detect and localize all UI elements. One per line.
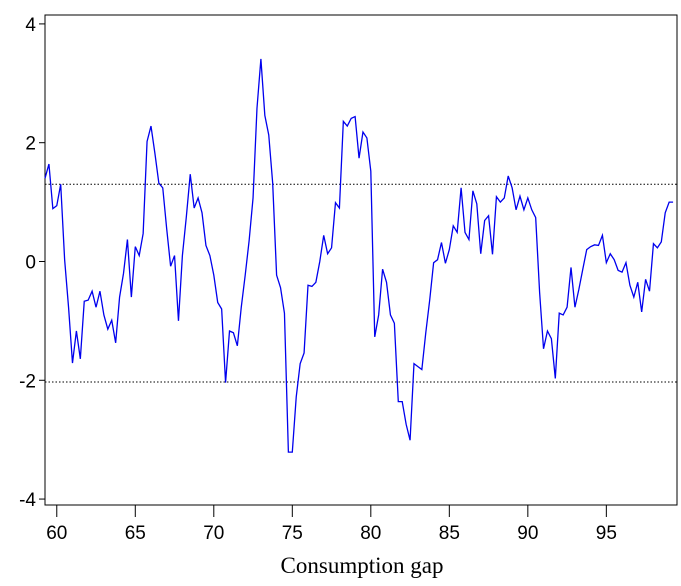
y-tick-label: -2 <box>19 371 36 392</box>
x-tick-label: 60 <box>46 523 67 544</box>
x-tick-label: 80 <box>360 523 381 544</box>
x-tick-label: 65 <box>125 523 146 544</box>
x-tick-label: 90 <box>517 523 538 544</box>
x-tick-label: 70 <box>203 523 224 544</box>
plot-frame <box>44 14 678 506</box>
y-tick-label: 0 <box>25 252 36 273</box>
x-tick-label: 95 <box>596 523 617 544</box>
x-tick-label: 75 <box>282 523 303 544</box>
y-tick-label: -4 <box>19 490 36 511</box>
data-line <box>44 58 674 453</box>
x-axis-label: Consumption gap <box>281 553 444 578</box>
y-tick-label: 2 <box>25 134 36 155</box>
x-tick-label: 85 <box>439 523 460 544</box>
y-tick-label: 4 <box>25 15 36 36</box>
